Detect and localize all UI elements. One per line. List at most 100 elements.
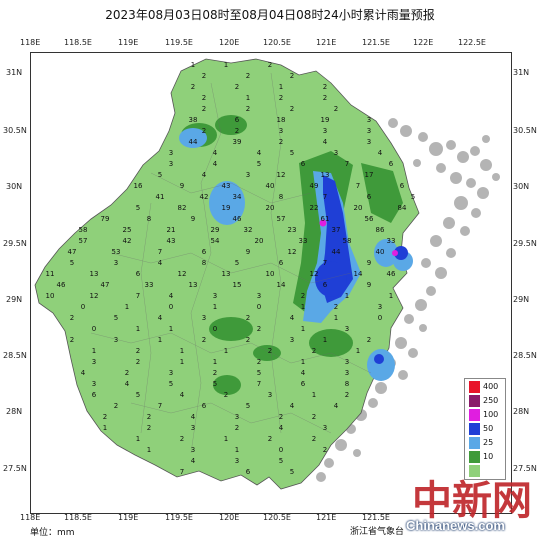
rain-value: 1 <box>301 325 305 333</box>
rain-value: 6 <box>92 391 97 399</box>
rain-value: 79 <box>101 215 110 223</box>
rain-value: 2 <box>323 446 327 454</box>
rain-value: 3 <box>235 457 239 465</box>
rain-value: 1 <box>213 303 217 311</box>
rain-value: 3 <box>268 391 272 399</box>
rain-value: 13 <box>321 171 330 179</box>
rain-value: 2 <box>257 358 261 366</box>
rain-value: 0 <box>257 303 261 311</box>
lon-label-top: 120.5E <box>263 38 291 47</box>
rain-value: 1 <box>158 336 162 344</box>
rain-value: 12 <box>310 270 319 278</box>
rain-value: 1 <box>356 347 360 355</box>
rain-value: 22 <box>310 204 319 212</box>
rain-value: 13 <box>222 270 231 278</box>
lat-label-left: 29.5N <box>3 239 27 248</box>
rain-value: 2 <box>213 369 217 377</box>
rain-value: 19 <box>321 116 330 124</box>
rain-value: 2 <box>301 292 305 300</box>
rain-value: 56 <box>365 215 374 223</box>
rain-value: 34 <box>233 193 242 201</box>
rain-value: 3 <box>334 149 338 157</box>
rain-value: 54 <box>211 237 220 245</box>
legend-swatch <box>469 451 480 463</box>
legend-swatch <box>469 395 480 407</box>
rain-value: 9 <box>367 259 371 267</box>
rain-value: 2 <box>268 61 272 69</box>
rain-value: 7 <box>356 182 360 190</box>
lon-label-bottom: 121.5E <box>362 513 390 522</box>
rain-value: 2 <box>114 402 118 410</box>
rain-value: 6 <box>202 248 207 256</box>
rain-value: 6 <box>246 468 251 476</box>
lat-label-left: 28.5N <box>3 351 27 360</box>
unit-label: 单位：mm <box>30 528 75 538</box>
rain-value: 2 <box>136 358 140 366</box>
rain-value: 3 <box>367 127 371 135</box>
legend-label: 250 <box>483 396 499 405</box>
rain-value: 3 <box>279 127 283 135</box>
rain-value: 14 <box>277 281 286 289</box>
rain-value: 4 <box>213 149 218 157</box>
rain-value: 2 <box>312 347 316 355</box>
rainfall-map <box>34 58 500 490</box>
rain-value: 7 <box>323 193 327 201</box>
legend-label: 25 <box>483 438 494 447</box>
legend-swatch <box>469 381 480 393</box>
rain-value: 3 <box>92 358 96 366</box>
rain-value: 0 <box>378 314 382 322</box>
rain-value: 1 <box>301 358 305 366</box>
rain-value: 46 <box>57 281 66 289</box>
lon-label-top: 122.5E <box>458 38 486 47</box>
lon-label-bottom: 119E <box>118 513 139 522</box>
rain-value: 5 <box>136 391 140 399</box>
rain-value: 43 <box>167 237 176 245</box>
source-label: 浙江省气象台 <box>350 527 405 537</box>
lat-label-right: 30.5N <box>513 126 537 135</box>
rain-value: 3 <box>367 116 371 124</box>
rain-value: 4 <box>158 314 163 322</box>
rain-value: 3 <box>290 336 294 344</box>
map-title: 2023年08月03日08时至08月04日08时24小时累计雨量预报 <box>105 8 435 22</box>
rain-value: 14 <box>354 270 363 278</box>
rain-value: 13 <box>189 281 198 289</box>
rain-value: 5 <box>70 259 74 267</box>
rain-value: 47 <box>68 248 77 256</box>
lon-label-top: 121.5E <box>362 38 390 47</box>
rain-value: 2 <box>202 127 206 135</box>
rain-value: 9 <box>191 215 195 223</box>
rain-value: 6 <box>235 116 240 124</box>
rain-value: 11 <box>46 270 55 278</box>
rain-value: 2 <box>125 369 129 377</box>
legend-label: 50 <box>483 424 494 433</box>
rain-value: 2 <box>268 347 272 355</box>
rain-value: 13 <box>90 270 99 278</box>
rain-value: 20 <box>354 204 363 212</box>
rain-value: 2 <box>279 94 283 102</box>
rain-value: 3 <box>323 424 327 432</box>
legend-label: 10 <box>483 452 494 461</box>
rain-value: 3 <box>235 413 239 421</box>
rain-value: 4 <box>279 424 284 432</box>
rain-value: 3 <box>92 380 96 388</box>
lon-label-top: 119.5E <box>165 38 193 47</box>
lat-label-left: 30N <box>6 182 23 191</box>
rain-value: 1 <box>169 325 173 333</box>
rain-value: 7 <box>345 160 349 168</box>
rain-value: 1 <box>224 61 228 69</box>
legend-swatch <box>469 409 480 421</box>
rain-value: 39 <box>233 138 242 146</box>
rain-value: 6 <box>389 160 394 168</box>
rain-value: 21 <box>167 226 176 234</box>
rain-value: 3 <box>169 149 173 157</box>
legend-swatch <box>469 423 480 435</box>
rain-value: 1 <box>125 303 129 311</box>
rain-value: 2 <box>268 435 272 443</box>
lon-label-bottom: 121E <box>316 513 337 522</box>
rain-value: 5 <box>257 369 261 377</box>
rain-value: 2 <box>70 314 74 322</box>
rain-value: 1 <box>180 347 184 355</box>
rain-value: 20 <box>255 237 264 245</box>
rain-value: 2 <box>246 336 250 344</box>
rain-value: 7 <box>158 402 162 410</box>
